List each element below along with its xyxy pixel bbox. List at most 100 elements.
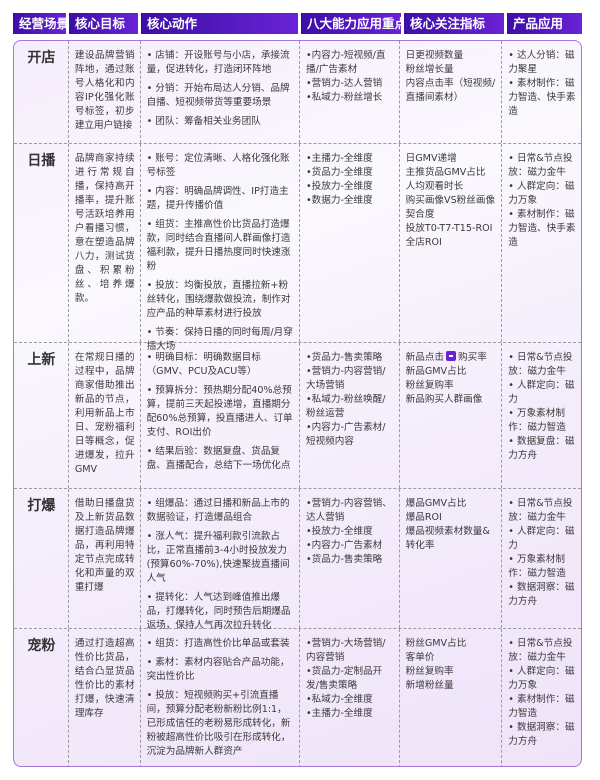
- action-item: • 组货：主推高性价比货品打造爆款，同时结合直播间人群画像打造福利款，提升日播热…: [146, 219, 291, 272]
- table-row: 宠粉 通过打造超高性价比货品，结合凸显货品性价比的素材打爆，快速清理库存 • 组货：…: [14, 629, 581, 766]
- action-item: • 内容：明确品牌调性、IP打造主题，提升传播价值: [146, 186, 289, 211]
- ability-focus: •主播力-全维度 •货品力-全维度 •投放力-全维度 •数据力-全维度: [300, 144, 400, 342]
- table-row: 上新 在常规日播的过程中，品牌商家借助推出新品的节点，利用新品上市日、宠粉福利日等…: [14, 343, 581, 489]
- metric-item: 主推货品GMV占比: [405, 167, 486, 178]
- header-products: 产品应用: [507, 13, 582, 34]
- action-item: • 涨人气：提升福利款引流款占比，正常直播前3-4小时投放发力(预算60%-70…: [146, 531, 290, 584]
- action-item: • 节奏：保持日播的同时每周/月穿插大场: [146, 327, 293, 352]
- header-actions: 核心动作: [141, 13, 298, 34]
- metric-item: 粉丝增长量: [405, 64, 454, 75]
- ability-item: •内容力-短视频/直播/广告素材: [306, 50, 386, 75]
- product-item: • 人群定向：磁力: [508, 380, 575, 405]
- metric-item: 粉丝复购率: [405, 666, 454, 677]
- action-item: • 投放：均衡投放，直播拉新+粉丝转化，围绕爆款做投流，制作对应产品的种草素材进…: [146, 280, 291, 319]
- table-row: 开店 建设品牌营销阵地，通过账号人格化和内容IP化强化账号标签，初步建立用户链接 •…: [14, 41, 581, 144]
- core-actions: • 明确目标：明确数据目标（GMV、PCU及ACU等） • 预算拆分：预热期分配4…: [141, 343, 300, 488]
- action-item: • 组货：打造高性价比单品或套装: [146, 638, 290, 649]
- ability-item: •投放力-全维度: [306, 526, 373, 537]
- product-item: • 万象素材制作：磁力智造: [508, 408, 566, 433]
- ability-item: •私域力-粉丝增长: [306, 92, 383, 103]
- header-scene: 经营场景: [13, 13, 66, 34]
- core-actions: • 组爆品：通过日播和新品上市的数据验证，打造爆品组合 • 涨人气：提升福利款引流…: [141, 489, 300, 631]
- core-metrics: 粉丝GMV占比 客单价粉丝复购率新增粉丝量: [400, 629, 503, 766]
- metric-item: 购买画像VS粉丝画像契合度: [405, 195, 496, 220]
- metric-item: 爆品GMV占比: [405, 498, 467, 509]
- metric-item: 内容点击率（短视频/直播间素材）: [405, 78, 496, 103]
- header-goal: 核心目标: [69, 13, 138, 34]
- core-goal: 在常规日播的过程中，品牌商家借助推出新品的节点，利用新品上市日、宠粉福利日等概念…: [69, 343, 141, 488]
- ability-focus: •内容力-短视频/直播/广告素材 •营销力-达人营销 •私域力-粉丝增长: [300, 41, 400, 143]
- ability-item: •内容力-广告素材/短视频内容: [306, 422, 386, 447]
- core-metrics: 日GMV递增 主推货品GMV占比 人均观看时长 购买画像VS粉丝画像契合度 投放T0-T…: [400, 144, 503, 342]
- core-goal: 建设品牌营销阵地，通过账号人格化和内容IP化强化账号标签，初步建立用户链接: [69, 41, 141, 143]
- ability-item: •主播力-全维度: [306, 153, 373, 164]
- product-item: • 人群定向：磁力万象: [508, 666, 575, 691]
- product-item: • 素材制作：磁力智造、快手素造: [508, 78, 576, 117]
- product-item: • 数据洞察：磁力方舟: [508, 722, 575, 747]
- core-metrics: 爆品GMV占比 爆品ROI 爆品视频素材数量&转化率: [400, 489, 503, 628]
- metric-text: 购买率: [458, 352, 487, 363]
- ability-item: •私域力-粉丝唤醒/粉丝运营: [306, 394, 386, 419]
- product-item: • 日常&节点投放：磁力金牛: [508, 638, 573, 663]
- metric-text: 新品点击: [405, 352, 445, 363]
- metric-item: 人均观看时长: [405, 181, 464, 192]
- action-item: • 提转化：人气达到峰值推出爆品，打爆转化，同时预告后期爆品返场，保持人气再次拉…: [146, 592, 291, 631]
- header-metrics: 核心关注指标: [404, 13, 504, 34]
- product-applications: • 达人分销：磁力聚星 • 素材制作：磁力智造、快手素造: [502, 41, 581, 143]
- ability-item: •营销力-达人营销: [306, 78, 383, 89]
- action-item: • 明确目标：明确数据目标（GMV、PCU及ACU等）: [146, 352, 261, 377]
- ability-item: •货品力-全维度: [306, 167, 373, 178]
- metric-item: 投放T0-T7-T15-ROI: [405, 223, 493, 234]
- ability-item: •货品力-售卖策略: [306, 554, 383, 565]
- action-item: • 店铺：开设账号与小店，承接流量，促进转化，打造闭环阵地: [146, 50, 290, 75]
- metric-item: 粉丝GMV占比: [405, 638, 467, 649]
- ability-focus: •货品力-售卖策略 •营销力-内容营销/大场营销 •私域力-粉丝唤醒/粉丝运营 •内容…: [300, 343, 400, 488]
- ability-focus: •营销力-内容营销、达人营销 •投放力-全维度 •内容力-广告素材 •货品力-售卖策略: [300, 489, 400, 628]
- table-row: 日播 品牌商家持续进行常规自播，保持高开播率，提升账号活跃培养用户看播习惯，意在塑…: [14, 144, 581, 352]
- scene-label: 上新: [14, 343, 69, 488]
- table-row: 打爆 借助日播盘货及上新货品数据打造品牌爆品，再利用特定节点完成转化和声量的双重打…: [14, 489, 581, 631]
- table-body: 开店 建设品牌营销阵地，通过账号人格化和内容IP化强化账号标签，初步建立用户链接 •…: [13, 40, 582, 767]
- product-item: • 日常&节点投放：磁力金牛: [508, 498, 573, 523]
- action-item: • 分销：开始布局达人分销、品牌自播、短视频带货等重要场景: [146, 83, 290, 108]
- scene-label: 打爆: [14, 489, 69, 628]
- product-item: • 日常&节点投放：磁力金牛: [508, 153, 573, 178]
- metric-item: 全店ROI: [405, 237, 442, 248]
- product-item: • 达人分销：磁力聚星: [508, 50, 575, 75]
- metric-item: 爆品ROI: [405, 512, 442, 523]
- header-abilities: 八大能力应用重点: [301, 13, 401, 34]
- metric-item: 日更视频数量: [405, 50, 464, 61]
- ability-item: •营销力-内容营销/大场营销: [306, 366, 386, 391]
- action-item: • 投放：短视频购买+引流直播间，预算分配老粉新粉比例1:1，已形成信任的老粉易…: [146, 690, 291, 757]
- product-item: • 日常&节点投放：磁力金牛: [508, 352, 573, 377]
- product-item: • 万象素材制作：磁力智造: [508, 554, 566, 579]
- ability-item: •货品力-定制品开发/售卖策略: [306, 666, 383, 691]
- metric-item: 客单价: [405, 652, 435, 663]
- core-goal: 通过打造超高性价比货品，结合凸显货品性价比的素材打爆，快速清理库存: [69, 629, 141, 766]
- product-item: • 素材制作：磁力智造: [508, 694, 575, 719]
- metric-item: 新增粉丝量: [405, 680, 454, 691]
- ability-item: •内容力-广告素材: [306, 540, 383, 551]
- table-header: 经营场景 核心目标 核心动作 八大能力应用重点 核心关注指标 产品应用: [13, 13, 582, 34]
- core-actions: • 账号：定位清晰、人格化强化账号标签 • 内容：明确品牌调性、IP打造主题，提升…: [141, 144, 300, 352]
- action-item: • 结果后验：数据复盘、货品复盘、直播配合，总结下一场优化点: [146, 446, 291, 471]
- action-item: • 组爆品：通过日播和新品上市的数据验证，打造爆品组合: [146, 498, 290, 523]
- scene-label: 日播: [14, 144, 69, 342]
- product-applications: • 日常&节点投放：磁力金牛 • 人群定向：磁力 • 万象素材制作：磁力智造 • 数据…: [502, 489, 581, 628]
- scene-label: 宠粉: [14, 629, 69, 766]
- action-item: • 团队：筹备相关业务团队: [146, 116, 261, 127]
- ability-item: •投放力-全维度: [306, 181, 373, 192]
- ability-item: •营销力-大场营销/内容营销: [306, 638, 386, 663]
- core-metrics: 新品点击 购买率 新品GMV占比 粉丝复购率 新品购买人群画像: [400, 343, 503, 488]
- product-item: • 人群定向：磁力: [508, 526, 575, 551]
- product-item: • 数据复盘：磁力方舟: [508, 436, 575, 461]
- ability-focus: •营销力-大场营销/内容营销 •货品力-定制品开发/售卖策略 •私域力-全维度 •主播…: [300, 629, 400, 766]
- ability-item: •货品力-售卖策略: [306, 352, 383, 363]
- metric-item: 粉丝复购率: [405, 380, 454, 391]
- ability-item: •主播力-全维度: [306, 708, 373, 719]
- action-item: • 账号：定位清晰、人格化强化账号标签: [146, 153, 290, 178]
- core-goal: 借助日播盘货及上新货品数据打造品牌爆品，再利用特定节点完成转化和声量的双重打爆: [69, 489, 141, 628]
- metric-item: 爆品视频素材数量&转化率: [405, 526, 490, 551]
- product-item: • 数据洞察：磁力方舟: [508, 582, 575, 607]
- core-actions: • 组货：打造高性价比单品或套装 • 素材：素材内容贴合产品功能，突出性价比 • 投…: [141, 629, 300, 766]
